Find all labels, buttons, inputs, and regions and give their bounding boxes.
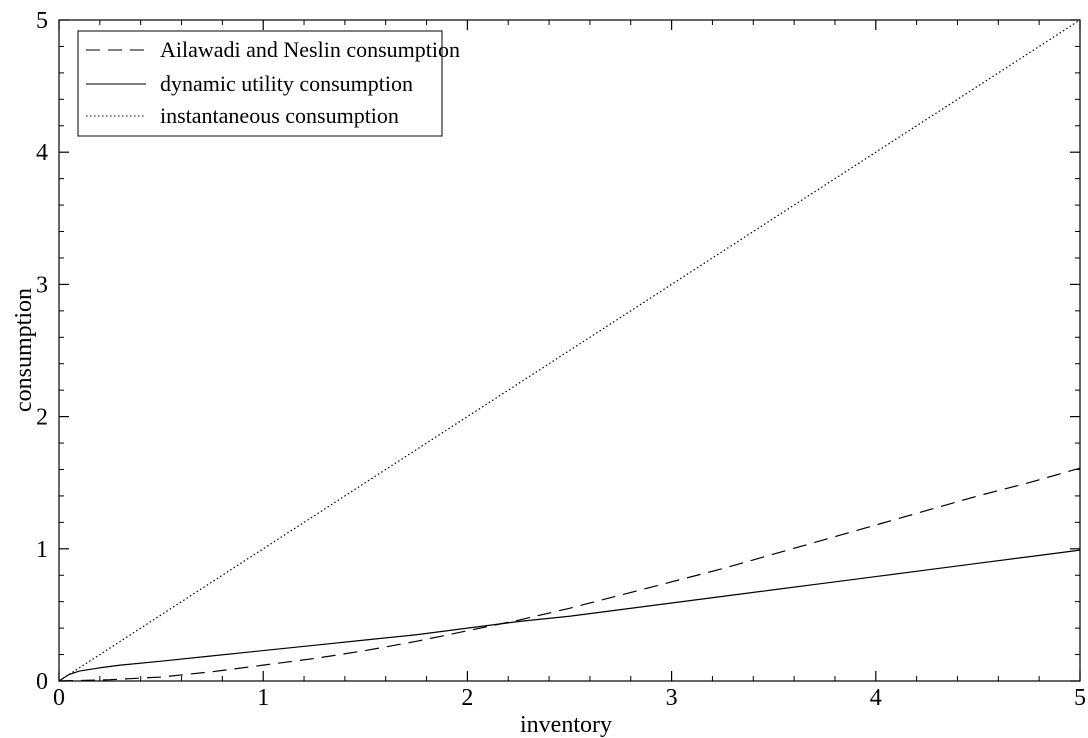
legend-label-dynamic-utility: dynamic utility consumption xyxy=(160,71,413,96)
y-tick-label: 5 xyxy=(36,8,48,34)
x-tick-label: 2 xyxy=(461,685,473,711)
y-axis-title: consumption xyxy=(11,288,37,412)
series-dynamic-utility-line xyxy=(58,549,1081,682)
legend-label-instantaneous: instantaneous consumption xyxy=(160,103,399,128)
x-tick-label: 0 xyxy=(53,685,65,711)
legend-label-ailawadi-neslin: Ailawadi and Neslin consumption xyxy=(160,37,460,62)
major-ticks xyxy=(58,19,1081,682)
y-tick-label: 1 xyxy=(36,537,48,563)
minor-ticks xyxy=(59,20,1080,681)
x-tick-label: 1 xyxy=(257,685,269,711)
tick-labels: 0 1 2 3 4 5 0 1 2 3 4 5 xyxy=(36,8,1086,711)
legend: Ailawadi and Neslin consumption dynamic … xyxy=(77,30,460,137)
x-tick-label: 3 xyxy=(666,685,678,711)
series-ailawadi-neslin-line xyxy=(58,467,1081,682)
x-axis-title: inventory xyxy=(520,712,612,738)
series-layer xyxy=(58,19,1081,682)
series-instantaneous-line xyxy=(58,19,1081,682)
y-tick-label: 0 xyxy=(36,669,48,695)
y-tick-label: 4 xyxy=(36,140,48,166)
y-tick-label: 3 xyxy=(36,272,48,298)
plot-frame xyxy=(58,19,1081,682)
x-tick-label: 4 xyxy=(870,685,882,711)
y-tick-label: 2 xyxy=(36,405,48,431)
x-tick-label: 5 xyxy=(1074,685,1086,711)
